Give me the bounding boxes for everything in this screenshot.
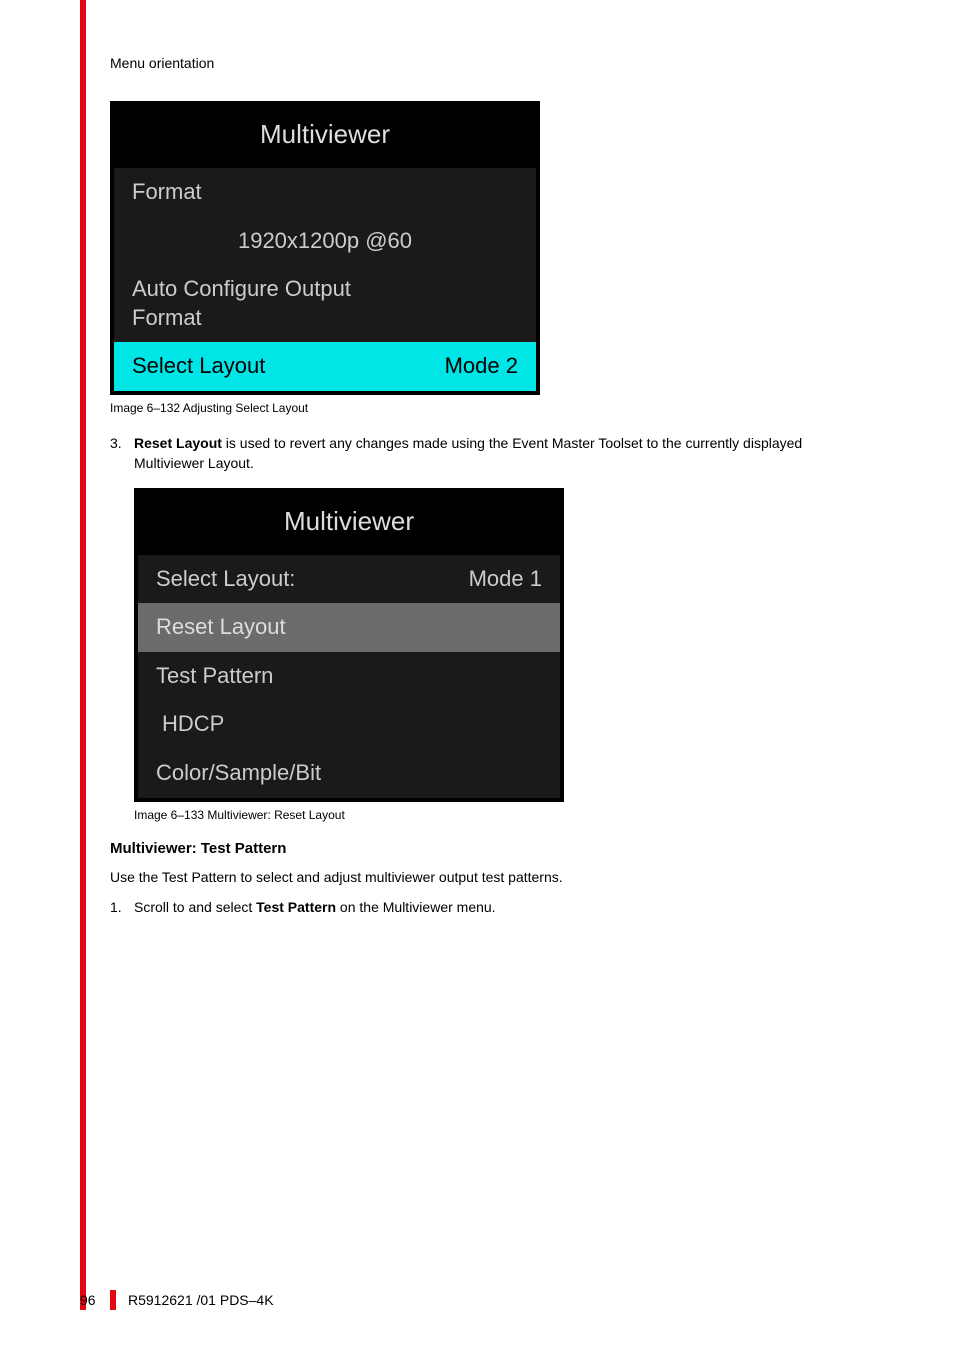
panel1-auto-line1: Auto Configure Output xyxy=(132,275,351,304)
panel1-format-value-row: 1920x1200p @60 xyxy=(114,217,536,266)
panel1-auto-row[interactable]: Auto Configure Output Format xyxy=(114,265,536,342)
footer-doc-id: R5912621 /01 PDS–4K xyxy=(128,1292,274,1308)
panel1-format-row[interactable]: Format xyxy=(114,168,536,217)
panel2-select-layout-row[interactable]: Select Layout: Mode 1 xyxy=(138,555,560,604)
section-test-pattern-intro: Use the Test Pattern to select and adjus… xyxy=(110,867,874,887)
panel1-caption: Image 6–132 Adjusting Select Layout xyxy=(110,401,874,415)
panel1-format-value: 1920x1200p @60 xyxy=(238,227,412,256)
panel2-color-row[interactable]: Color/Sample/Bit xyxy=(138,749,560,798)
panel1-auto-line2: Format xyxy=(132,304,202,333)
panel1-select-label: Select Layout xyxy=(132,352,265,381)
footer-red-block xyxy=(110,1290,116,1310)
page-footer: 96 R5912621 /01 PDS–4K xyxy=(80,1290,274,1310)
panel2-hdcp-label: HDCP xyxy=(162,710,224,739)
panel2-hdcp-row[interactable]: HDCP xyxy=(138,700,560,749)
list3-body: Reset Layout is used to revert any chang… xyxy=(134,433,874,474)
red-margin-bar xyxy=(80,0,86,1310)
panel2-color-label: Color/Sample/Bit xyxy=(156,759,321,788)
panel2-test-label: Test Pattern xyxy=(156,662,273,691)
panel1-select-value: Mode 2 xyxy=(445,352,518,381)
list-item-3: 3. Reset Layout is used to revert any ch… xyxy=(110,433,874,474)
panel1-select-layout-row[interactable]: Select Layout Mode 2 xyxy=(114,342,536,391)
section-test-pattern-title: Multiviewer: Test Pattern xyxy=(110,840,874,857)
panel2-test-pattern-row[interactable]: Test Pattern xyxy=(138,652,560,701)
list3-bold: Reset Layout xyxy=(134,435,222,451)
multiviewer-panel-1: Multiviewer Format 1920x1200p @60 Auto C… xyxy=(110,101,540,395)
page-number: 96 xyxy=(80,1292,110,1308)
panel2-select-value: Mode 1 xyxy=(469,565,542,594)
multiviewer-panel-2: Multiviewer Select Layout: Mode 1 Reset … xyxy=(134,488,564,802)
panel2-reset-layout-row[interactable]: Reset Layout xyxy=(138,603,560,652)
list3-rest: is used to revert any changes made using… xyxy=(134,435,802,471)
list1-post: on the Multiviewer menu. xyxy=(336,899,496,915)
panel2-select-label: Select Layout: xyxy=(156,565,295,594)
list3-num: 3. xyxy=(110,433,134,474)
panel1-title: Multiviewer xyxy=(114,105,536,168)
list1-num: 1. xyxy=(110,897,134,917)
panel2-reset-label: Reset Layout xyxy=(156,613,286,642)
list-item-1: 1. Scroll to and select Test Pattern on … xyxy=(110,897,874,917)
page-header: Menu orientation xyxy=(110,55,874,71)
panel1-format-label: Format xyxy=(132,178,202,207)
list1-body: Scroll to and select Test Pattern on the… xyxy=(134,897,874,917)
list1-pre: Scroll to and select xyxy=(134,899,256,915)
panel2-caption: Image 6–133 Multiviewer: Reset Layout xyxy=(134,808,874,822)
panel2-title: Multiviewer xyxy=(138,492,560,555)
list1-bold: Test Pattern xyxy=(256,899,336,915)
